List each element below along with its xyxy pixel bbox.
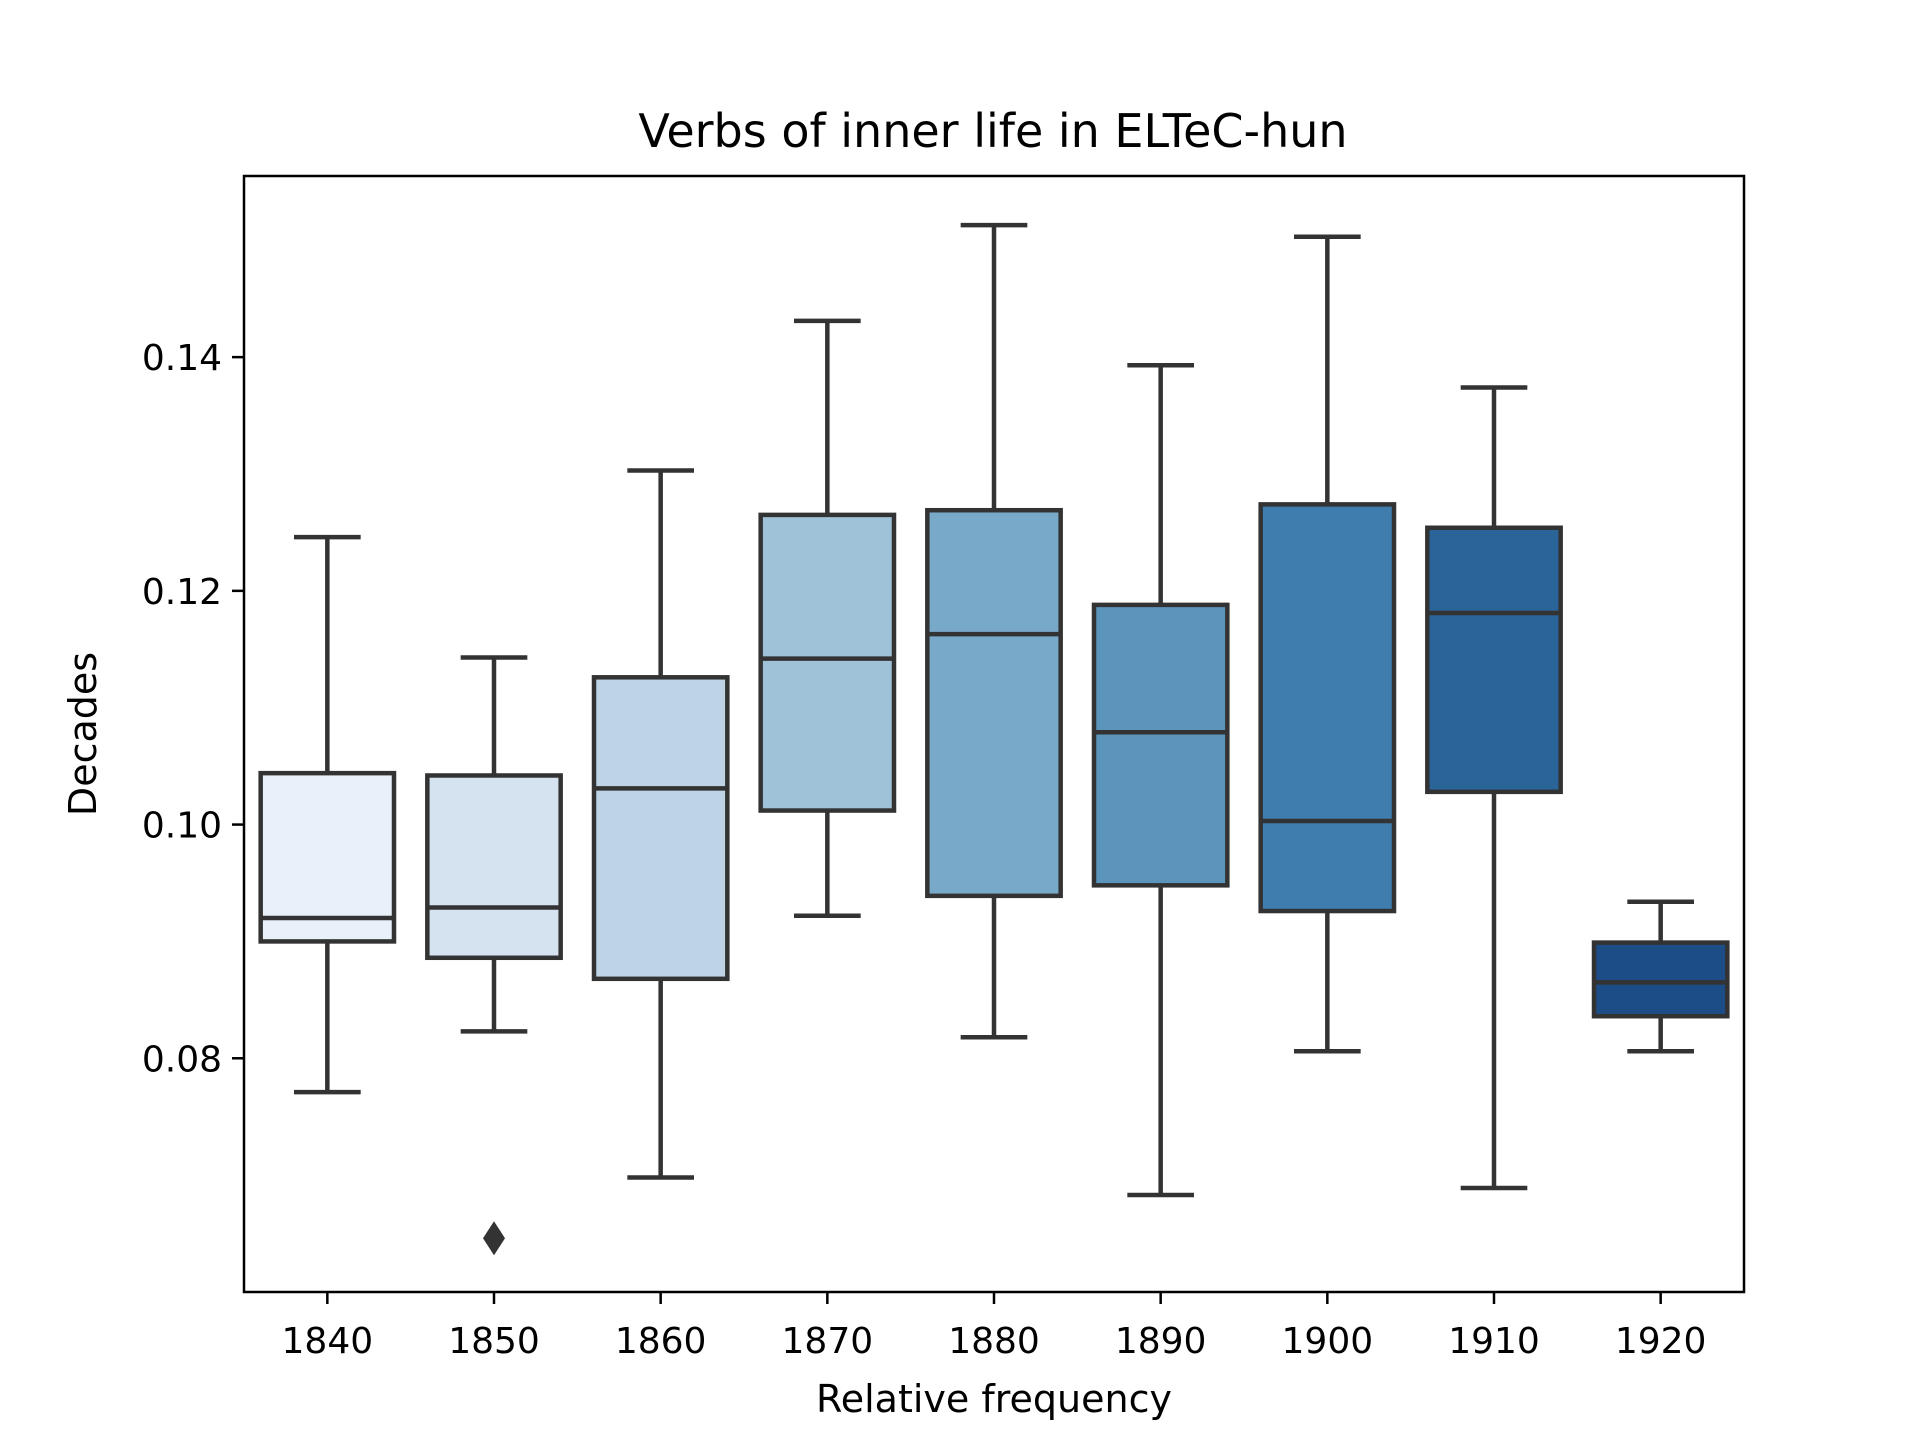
x-tick-label: 1870 [782,1321,874,1362]
plot-area [258,222,1730,1256]
iqr-box [925,507,1063,899]
y-axis: 0.08 0.10 0.12 0.14 [142,338,244,1080]
y-tick-label: 0.08 [142,1039,222,1080]
iqr-box [1258,502,1397,914]
box-1880 [925,222,1063,1040]
y-tick-label: 0.14 [142,338,222,379]
x-tick-label: 1920 [1615,1321,1707,1362]
iqr-box [1425,525,1563,795]
iqr-box [425,773,563,961]
box-1850 [425,655,563,1256]
box-1900 [1258,234,1397,1054]
y-tick-label: 0.10 [142,806,222,847]
y-axis-label: Decades [61,652,105,816]
outlier-marker [483,1221,505,1256]
y-tick-label: 0.12 [142,572,222,613]
box-1860 [591,468,730,1180]
x-tick-label: 1860 [615,1321,707,1362]
iqr-box [258,770,397,944]
iqr-box [758,512,897,813]
x-tick-label: 1900 [1282,1321,1374,1362]
x-tick-label: 1910 [1448,1321,1540,1362]
box-1910 [1425,385,1563,1191]
iqr-box [591,675,730,982]
x-tick-label: 1850 [448,1321,540,1362]
box-1840 [258,534,397,1095]
x-tick-label: 1880 [948,1321,1040,1362]
x-axis: 1840 1850 1860 1870 1880 1890 1900 1910 1920 [282,1292,1707,1362]
iqr-box [1091,602,1230,888]
box-1920 [1591,899,1730,1054]
box-1870 [758,318,897,918]
x-tick-label: 1890 [1115,1321,1207,1362]
x-axis-label: Relative frequency [816,1377,1172,1421]
x-tick-label: 1840 [282,1321,374,1362]
box-1890 [1091,363,1230,1198]
iqr-box [1591,940,1730,1019]
chart-title: Verbs of inner life in ELTeC-hun [638,104,1347,158]
